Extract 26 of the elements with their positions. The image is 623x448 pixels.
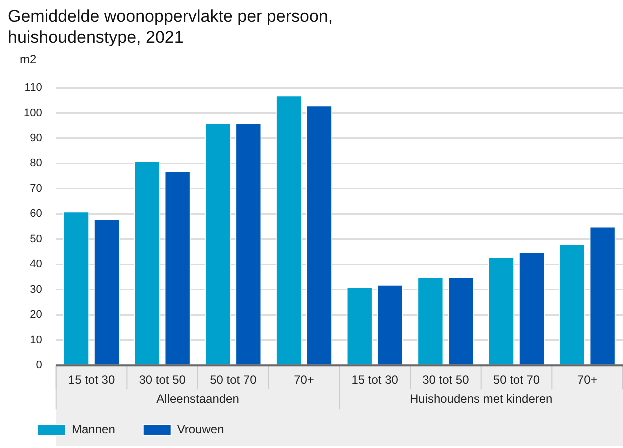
y-tick-label: 10 xyxy=(30,334,42,346)
text: Huishoudens met kinderen xyxy=(410,392,553,406)
y-tick-label: 110 xyxy=(24,82,42,94)
y-tick-label: 50 xyxy=(30,233,42,246)
y-tick-label: 100 xyxy=(24,107,42,120)
y-tick-label: 40 xyxy=(30,258,42,271)
y-tick-label: 80 xyxy=(30,158,42,170)
y-tick-label: 20 xyxy=(30,309,42,322)
y-tick-label: 0 xyxy=(36,360,42,372)
x-tick-label: 30 tot 50 xyxy=(422,373,470,388)
x-tick-label: 15 tot 30 xyxy=(68,373,116,388)
y-axis-title: m2 xyxy=(20,52,37,66)
x-tick-label: 50 tot 70 xyxy=(210,373,258,388)
x-tick-label: 50 tot 70 xyxy=(493,373,540,388)
y-tick-label: 60 xyxy=(30,208,42,220)
x-tick-label: 15 tot 30 xyxy=(352,373,399,388)
chart-title: Gemiddelde woonoppervlakte per persoon, huishoudenstype, 2021 xyxy=(7,6,334,49)
text: Alleenstaanden xyxy=(156,392,240,406)
x-tick-label: 30 tot 50 xyxy=(139,373,186,388)
legend-label: Mannen xyxy=(72,422,116,436)
x-tick-label: 70+ xyxy=(294,373,314,388)
y-tick-label: 90 xyxy=(30,132,42,145)
legend-label: Vrouwen xyxy=(177,422,224,436)
y-tick-label: 70 xyxy=(30,182,42,195)
y-tick-label: 30 xyxy=(30,284,42,296)
x-tick-label: 70+ xyxy=(577,373,598,388)
